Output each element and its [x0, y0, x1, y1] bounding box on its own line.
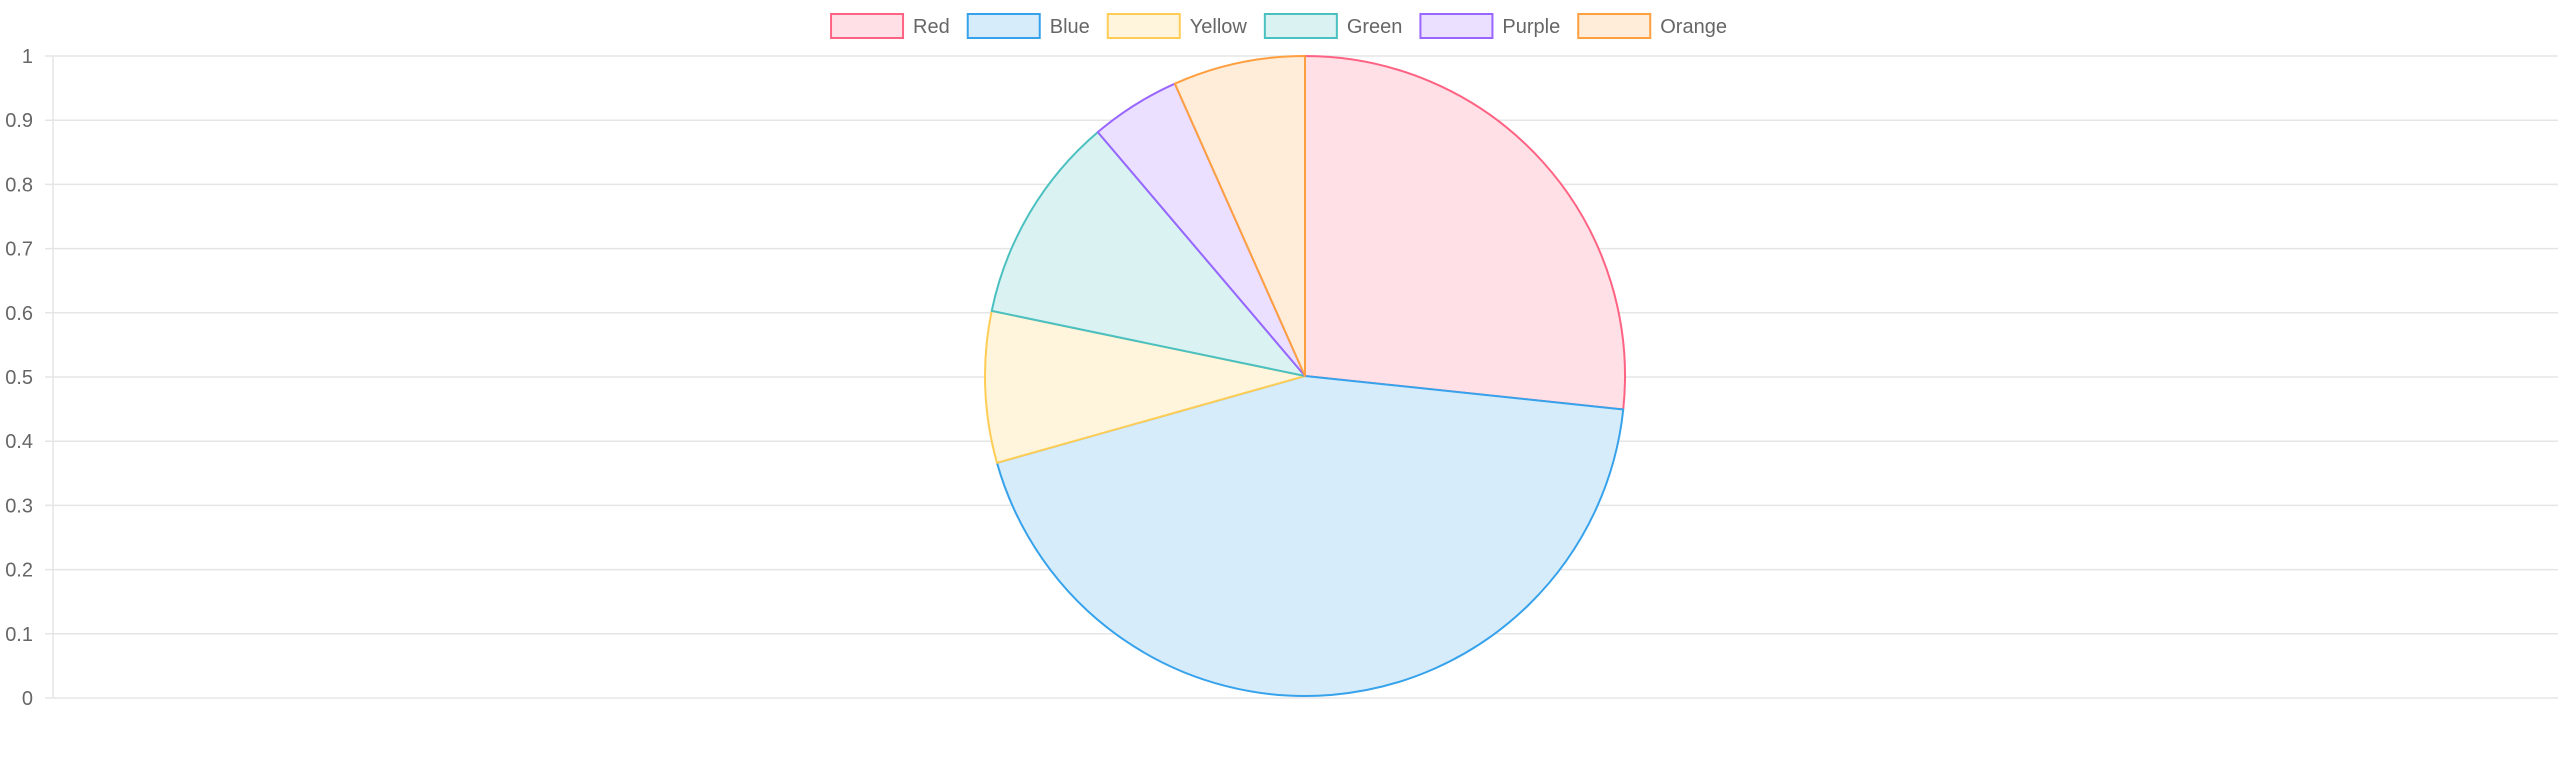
- pie-slices: [984, 55, 1626, 697]
- y-tick-label: 0: [22, 688, 33, 710]
- y-tick-label: 0.2: [5, 560, 33, 582]
- legend-swatch: [1577, 13, 1652, 39]
- pie-slice-orange[interactable]: [1173, 55, 1306, 377]
- legend-swatch: [1106, 13, 1181, 39]
- legend-label: Blue: [1050, 16, 1090, 38]
- legend-item-blue[interactable]: Blue: [966, 13, 1090, 39]
- legend-item-green[interactable]: Green: [1263, 13, 1403, 39]
- legend: Red Blue Yellow Green Purple Orange: [830, 13, 1727, 39]
- pie-slice-green[interactable]: [990, 131, 1306, 377]
- y-tick-label: 0.1: [5, 624, 33, 646]
- legend-item-orange[interactable]: Orange: [1577, 13, 1727, 39]
- y-tick-label: 0.8: [5, 174, 33, 196]
- y-tick-label: 0.7: [5, 239, 33, 261]
- y-tick-label: 0.6: [5, 303, 33, 325]
- pie-slice-yellow[interactable]: [984, 309, 1306, 464]
- legend-item-purple[interactable]: Purple: [1419, 13, 1560, 39]
- legend-label: Green: [1347, 16, 1403, 38]
- legend-label: Purple: [1502, 16, 1560, 38]
- legend-item-yellow[interactable]: Yellow: [1106, 13, 1248, 39]
- pie-slice-blue[interactable]: [995, 375, 1625, 697]
- legend-label: Red: [913, 16, 950, 38]
- y-tick-label: 0.4: [5, 431, 33, 453]
- y-axis: 0 0.1 0.2 0.3 0.4 0.5 0.6 0.7 0.8 0.9 1: [5, 46, 33, 710]
- pie-slice-red[interactable]: [1304, 55, 1626, 411]
- legend-swatch: [966, 13, 1041, 39]
- legend-item-red[interactable]: Red: [830, 13, 950, 39]
- legend-swatch: [1419, 13, 1494, 39]
- legend-label: Yellow: [1190, 16, 1248, 38]
- y-tick-label: 0.5: [5, 367, 33, 389]
- legend-label: Orange: [1660, 16, 1727, 38]
- y-tick-label: 0.9: [5, 110, 33, 132]
- legend-swatch: [1263, 13, 1338, 39]
- y-tick-label: 1: [22, 46, 33, 68]
- legend-swatch: [830, 13, 905, 39]
- y-tick-label: 0.3: [5, 495, 33, 517]
